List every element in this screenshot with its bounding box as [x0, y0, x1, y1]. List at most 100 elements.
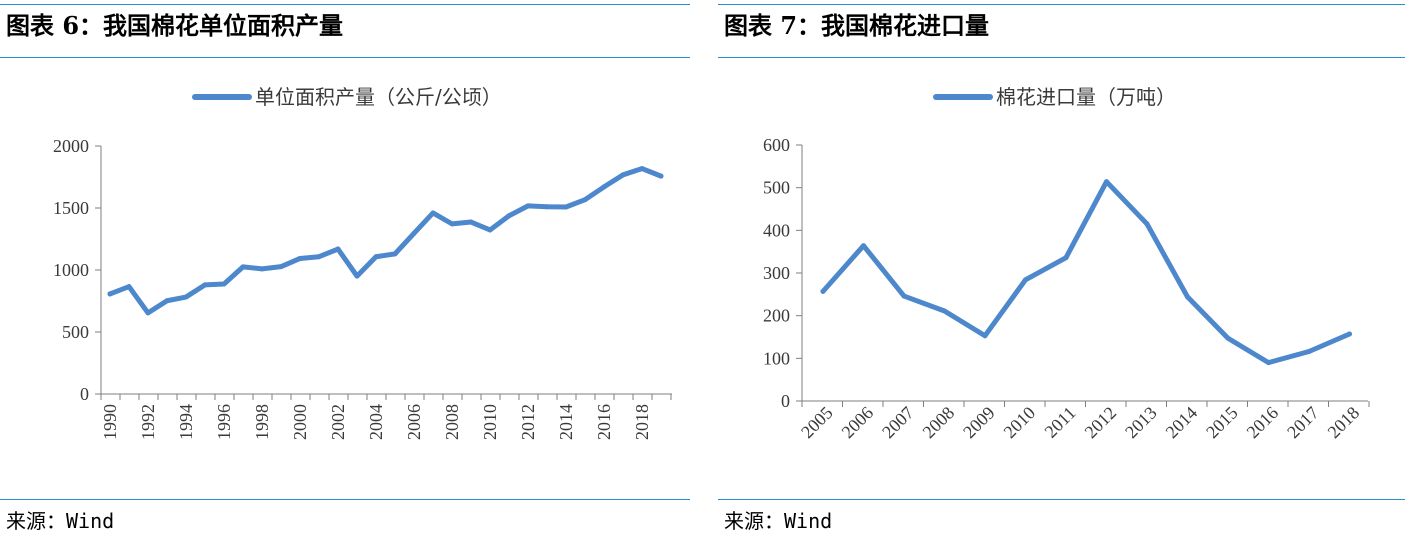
- top-rule: [718, 4, 1405, 5]
- y-tick-label: 0: [781, 391, 790, 411]
- data-point: [316, 254, 322, 260]
- legend: 棉花进口量（万吨）: [933, 85, 1176, 109]
- x-tick-label: 2018: [632, 404, 652, 440]
- data-point: [487, 227, 493, 233]
- series-line: [107, 166, 664, 316]
- data-point: [1063, 255, 1069, 261]
- x-tick-label: 2004: [366, 404, 386, 440]
- data-point: [430, 210, 436, 216]
- data-point: [297, 255, 303, 261]
- y-tick-label: 100: [763, 348, 790, 368]
- x-tick-label: 1996: [214, 404, 234, 440]
- data-point: [468, 219, 474, 225]
- x-tick-label: 2006: [838, 403, 878, 443]
- legend: 单位面积产量（公斤/公顷）: [192, 85, 502, 109]
- x-tick-label: 2012: [518, 404, 538, 440]
- x-tick-label: 2010: [1000, 403, 1040, 443]
- data-point: [658, 173, 664, 179]
- source-note: 来源：Wind: [724, 509, 833, 533]
- y-tick-label: 2000: [53, 136, 89, 156]
- data-point: [563, 204, 569, 210]
- data-point: [525, 203, 531, 209]
- x-tick-label: 2000: [290, 404, 310, 440]
- bottom-rule: [0, 499, 690, 500]
- data-point: [1185, 294, 1190, 300]
- data-point: [278, 264, 284, 270]
- x-tick-label: 2015: [1202, 403, 1242, 443]
- y-tick-label: 600: [763, 135, 790, 155]
- title-rule: [0, 57, 690, 58]
- x-tick-label: 2018: [1324, 403, 1364, 443]
- data-point: [1144, 221, 1150, 227]
- data-point: [1306, 349, 1312, 355]
- x-tick-label: 2017: [1283, 403, 1323, 443]
- x-tick-label: 2005: [797, 403, 837, 443]
- title-rule: [718, 57, 1405, 58]
- data-point: [1266, 360, 1271, 366]
- data-point: [601, 184, 607, 190]
- y-tick-label: 500: [763, 178, 790, 198]
- x-tick-label: 2013: [1121, 403, 1161, 443]
- bottom-rule: [718, 499, 1405, 500]
- data-point: [861, 243, 866, 249]
- source-note: 来源：Wind: [6, 509, 115, 533]
- x-tick-label: 2016: [594, 404, 614, 440]
- x-tick-label: 1998: [252, 404, 272, 440]
- x-tick-label: 1992: [138, 404, 158, 440]
- data-point: [1023, 277, 1028, 283]
- data-point: [1225, 335, 1231, 341]
- top-rule: [0, 4, 690, 5]
- x-tick-label: 2012: [1081, 403, 1121, 443]
- x-tick-label: 1990: [100, 404, 120, 440]
- data-point: [354, 273, 360, 279]
- data-point: [639, 166, 645, 172]
- data-point: [411, 230, 417, 236]
- import-chart: 棉花进口量（万吨） 0 100 200 300 400 500 600 2005 2006 2007…: [763, 85, 1370, 443]
- data-point: [240, 264, 246, 270]
- yield-chart: 单位面积产量（公斤/公顷） 0 500 1000 1500 2000 1990 1992 199…: [53, 85, 672, 440]
- x-tick-label: 2010: [480, 404, 500, 440]
- chart-title: 图表 6：我国棉花单位面积产量: [6, 11, 344, 40]
- data-point: [982, 333, 988, 339]
- data-point: [202, 282, 208, 288]
- x-tick-label: 2008: [442, 404, 462, 440]
- data-point: [1347, 331, 1352, 337]
- data-point: [335, 246, 341, 252]
- x-tick-label: 2014: [1162, 403, 1202, 443]
- x-tick-label: 2016: [1243, 403, 1283, 443]
- data-point: [145, 310, 151, 316]
- right-panel: 图表 7：我国棉花进口量 棉花进口量（万吨） 0 100 200 300 400 500 60…: [718, 0, 1405, 537]
- chart-title: 图表 7：我国棉花进口量: [724, 11, 990, 40]
- x-tick-label: 1994: [176, 404, 196, 440]
- y-tick-label: 400: [763, 220, 790, 240]
- data-point: [582, 197, 588, 203]
- x-tick-label: 2014: [556, 404, 576, 440]
- series-line: [820, 179, 1352, 366]
- data-point: [1104, 179, 1109, 185]
- x-tick-label: 2011: [1041, 403, 1080, 442]
- data-point: [620, 172, 626, 178]
- data-point: [373, 254, 379, 260]
- x-tick-label: 2007: [878, 403, 918, 443]
- y-tick-label: 300: [763, 263, 790, 283]
- data-point: [107, 291, 113, 297]
- data-point: [901, 293, 907, 299]
- data-point: [183, 294, 189, 300]
- y-tick-label: 500: [62, 322, 89, 342]
- x-tick-label: 2009: [959, 403, 999, 443]
- data-point: [221, 281, 227, 287]
- legend-label: 棉花进口量（万吨）: [996, 85, 1176, 109]
- data-point: [942, 308, 947, 314]
- y-tick-label: 1500: [53, 198, 89, 218]
- data-point: [449, 221, 455, 227]
- data-point: [544, 204, 550, 210]
- x-tick-label: 2008: [919, 403, 959, 443]
- y-tick-label: 0: [80, 384, 89, 404]
- data-point: [506, 213, 512, 219]
- left-panel: 图表 6：我国棉花单位面积产量 单位面积产量（公斤/公顷） 0 500 1000 150…: [0, 0, 690, 537]
- x-tick-label: 2002: [328, 404, 348, 440]
- data-point: [126, 284, 132, 290]
- data-point: [392, 251, 398, 257]
- y-tick-label: 1000: [53, 260, 89, 280]
- data-point: [820, 288, 826, 294]
